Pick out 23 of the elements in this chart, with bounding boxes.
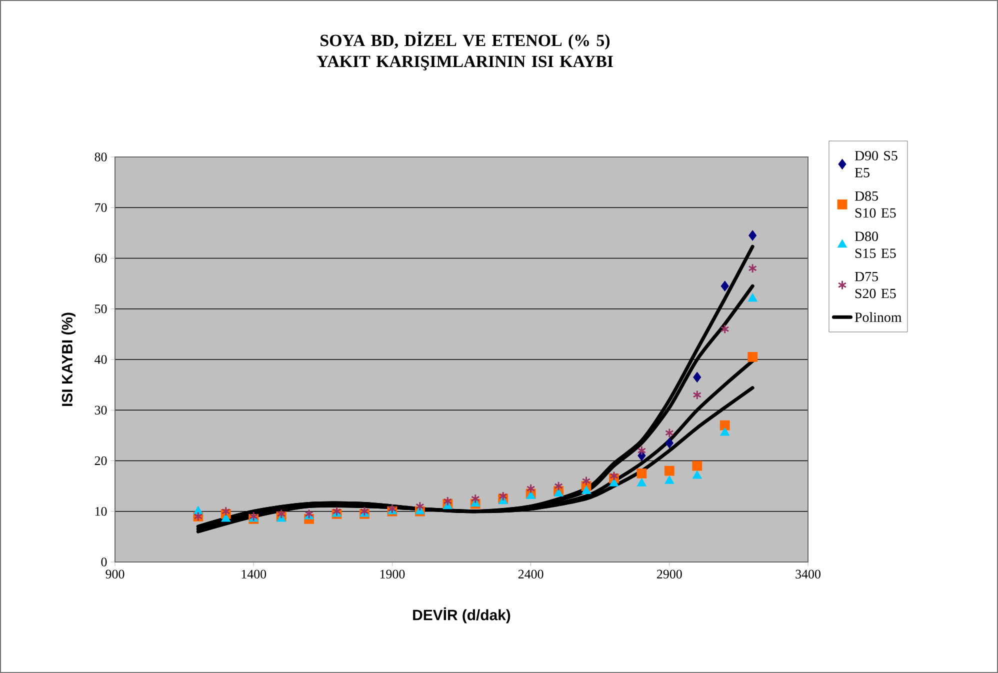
x-tick-label: 1400 [242,570,266,578]
y-tick-label: 30 [94,406,107,414]
legend-label: D75 S20 E5 [854,272,896,298]
y-axis-title: ISI KAYBI (%) [62,312,76,406]
legend-label: Polinom [854,312,902,322]
x-tick-label: 3400 [796,570,820,578]
y-tick-label: 80 [94,152,107,162]
y-tick-label: 50 [95,304,107,314]
x-tick-label: 2900 [657,570,682,578]
y-tick-label: 60 [94,254,107,263]
y-tick-label: 0 [101,558,107,566]
chart-title: SOYA BD, DİZEL VE ETENOL (% 5) YAKIT KARIŞIMLARININ ISI KAYBI [316,32,613,70]
x-tick-label: 2400 [518,570,544,578]
legend-label: D85 S10 E5 [854,191,896,218]
y-tick-label: 20 [94,456,107,466]
x-tick-label: 900 [106,570,124,578]
legend-label: D80 S15 E5 [854,232,896,258]
legend-label: D90 S5 E5 [854,150,898,178]
y-tick-label: 10 [95,506,107,516]
x-tick-label: 1900 [380,570,405,578]
y-tick-label: 70 [95,203,107,212]
y-tick-label: 40 [94,355,107,364]
x-axis-title: DEVİR (d/dak) [413,607,510,624]
